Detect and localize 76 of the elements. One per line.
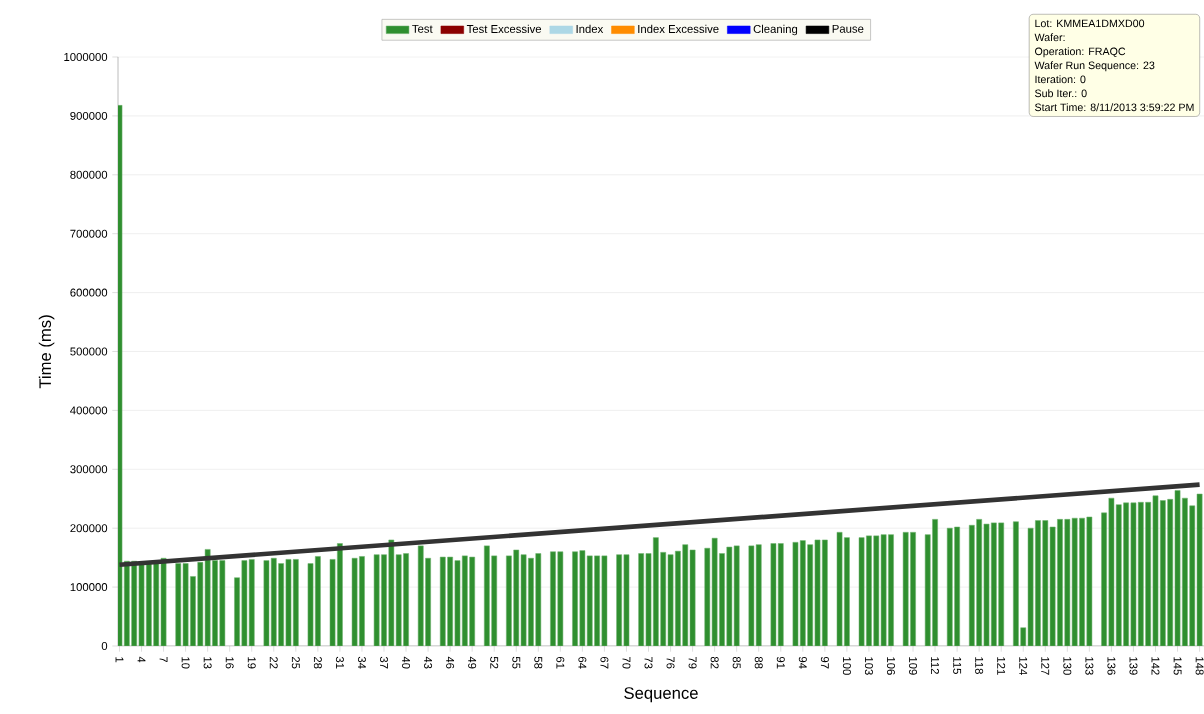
y-tick-label: 900000 [70, 111, 108, 120]
x-tick-label: 142 [1151, 657, 1160, 675]
x-tick-label: 64 [578, 656, 587, 669]
annotation: Start Time: 8/11/2013 3:59:22 PM [1034, 103, 1194, 112]
x-tick-label: 13 [203, 657, 212, 669]
x-tick-label: 43 [424, 656, 433, 669]
x-tick-label: 73 [644, 656, 653, 669]
y-tick-label: 200000 [70, 524, 108, 533]
x-tick-label: 25 [291, 656, 300, 669]
annotation: Wafer Run Sequence: 23 [1034, 61, 1155, 72]
y-tick-label: 500000 [70, 347, 108, 356]
x-axis-title: Sequence [624, 687, 698, 703]
x-tick-label: 133 [1085, 657, 1094, 675]
y-tick-label: 600000 [70, 288, 108, 297]
x-tick-label: 94 [798, 656, 807, 669]
x-tick-label: 148 [1195, 657, 1204, 675]
x-tick-label: 34 [357, 656, 366, 669]
x-tick-label: 97 [820, 656, 829, 669]
x-tick-label: 52 [490, 656, 499, 669]
y-tick-label: 400000 [70, 406, 108, 415]
x-tick-label: 67 [600, 656, 609, 669]
x-tick-label: 10 [181, 657, 190, 669]
x-tick-label: 70 [622, 656, 631, 669]
annotation: Iteration: 0 [1035, 75, 1086, 84]
y-tick-label: 1000000 [64, 52, 108, 61]
x-tick-label: 118 [975, 657, 984, 674]
y-tick-label: 0 [101, 641, 108, 650]
x-tick-label: 7 [159, 656, 168, 663]
y-tick-label: 800000 [70, 170, 108, 179]
x-tick-label: 16 [225, 657, 234, 669]
x-tick-label: 88 [754, 656, 763, 669]
x-tick-label: 100 [842, 657, 851, 675]
x-tick-label: 82 [710, 656, 719, 669]
x-tick-label: 115 [953, 657, 962, 674]
x-tick-label: 31 [335, 656, 344, 669]
x-tick-label: 136 [1107, 657, 1116, 675]
x-tick-label: 37 [379, 656, 388, 669]
x-tick-label: 127 [1041, 657, 1050, 675]
x-tick-label: 40 [402, 656, 411, 669]
x-tick-label: 58 [534, 656, 543, 669]
x-tick-label: 112 [931, 657, 940, 674]
text: Wafer: [1034, 33, 1065, 42]
x-tick-label: 79 [688, 656, 697, 669]
x-tick-label: 139 [1129, 657, 1138, 675]
x-tick-label: 109 [909, 657, 918, 675]
x-tick-label: 145 [1173, 657, 1182, 675]
legend-label: Pause [832, 24, 864, 33]
x-tick-label: 22 [269, 656, 278, 669]
x-tick-label: 103 [864, 657, 873, 675]
legend-label: Index Excessive [638, 24, 719, 34]
legend-label: Test Excessive [466, 24, 542, 34]
x-tick-label: 124 [1019, 657, 1028, 675]
x-tick-label: 130 [1063, 657, 1072, 675]
x-tick-label: 46 [446, 656, 455, 669]
y-tick-label: 300000 [70, 465, 108, 474]
y-tick-label: 700000 [70, 229, 108, 238]
x-tick-label: 76 [666, 656, 675, 669]
x-tick-label: 91 [776, 656, 785, 669]
x-tick-label: 4 [137, 656, 146, 663]
annotation: Sub Iter.: 0 [1034, 89, 1087, 98]
annotation: Operation: FRAQC [1035, 47, 1126, 58]
y-axis-title: Time (ms) [38, 315, 55, 389]
x-tick-label: 19 [247, 657, 256, 669]
x-tick-label: 55 [512, 656, 521, 669]
x-tick-label: 61 [556, 656, 565, 669]
y-tick-label: 100000 [70, 583, 108, 592]
legend-label: Index [576, 24, 604, 34]
legend-label: Cleaning [753, 24, 798, 36]
x-tick-label: 28 [313, 656, 322, 669]
x-tick-label: 1 [115, 657, 124, 663]
x-tick-label: 121 [997, 657, 1006, 675]
legend-label: Test [412, 24, 433, 33]
x-tick-label: 85 [732, 656, 741, 669]
x-tick-label: 106 [886, 657, 895, 675]
x-tick-label: 49 [468, 656, 477, 669]
text: Lot: KMMEA1DMXD00 [1035, 19, 1145, 28]
